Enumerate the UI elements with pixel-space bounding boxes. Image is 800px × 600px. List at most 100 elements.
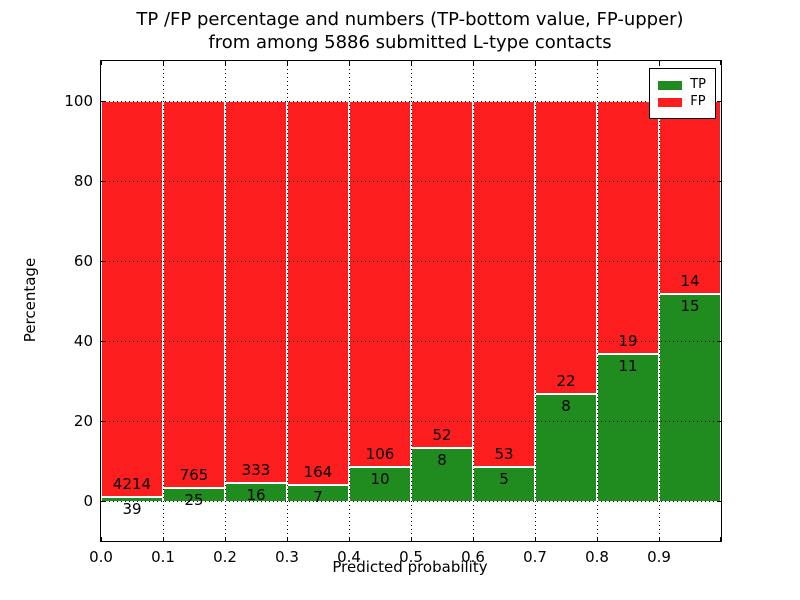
tick-mark [720,61,721,65]
annotation-tp-count: 11 [618,357,638,376]
tick-mark [720,537,721,541]
x-tick-label: 0.6 [461,548,485,566]
tick-mark [101,181,105,182]
grid-line-v [349,61,350,541]
annotation-tp-count: 25 [184,491,204,510]
grid-line-v [411,61,412,541]
tick-mark [101,61,102,65]
tick-mark [287,537,288,541]
annotation-fp-count: 19 [618,332,638,351]
grid-line-v [287,61,288,541]
x-tick-label: 0.8 [585,548,609,566]
annotation-fp-count: 106 [365,444,395,463]
tick-mark [717,101,721,102]
bar-segment-tp [597,354,659,501]
chart-title-line1: TP /FP percentage and numbers (TP-bottom… [136,9,684,30]
tick-mark [101,101,105,102]
y-tick-label: 60 [73,252,93,270]
annotation-fp-count: 52 [432,425,452,444]
chart-title-line2: from among 5886 submitted L-type contact… [208,32,612,53]
tick-mark [717,501,721,502]
tick-mark [101,341,105,342]
legend-item: FP [658,95,706,109]
bar-segment-tp [101,497,163,501]
tick-mark [101,261,105,262]
tick-mark [717,181,721,182]
bar-segment-fp [225,101,287,483]
y-tick-label: 40 [73,332,93,350]
tick-mark [349,61,350,65]
grid-line-v [225,61,226,541]
annotation-tp-count: 16 [246,485,266,504]
tick-mark [717,421,721,422]
bar-segment-fp [163,101,225,489]
bar-segment-fp [411,101,473,448]
tick-mark [473,537,474,541]
legend-swatch-fp [658,97,683,107]
legend-swatch-tp [658,80,683,90]
y-tick-label: 80 [73,172,93,190]
x-tick-label: 0.4 [337,548,361,566]
annotation-fp-count: 14 [680,272,700,291]
annotation-tp-count: 8 [437,450,447,469]
annotation-tp-count: 7 [313,487,323,506]
bar-segment-fp [101,101,163,498]
tick-mark [101,421,105,422]
bar-segment-fp [349,101,411,467]
tick-mark [287,61,288,65]
bar-segment-tp [349,466,411,501]
tick-mark [225,61,226,65]
tick-mark [717,341,721,342]
x-tick-label: 0.9 [647,548,671,566]
chart-title: TP /FP percentage and numbers (TP-bottom… [100,8,720,54]
x-tick-label: 0.2 [213,548,237,566]
y-axis-label: Percentage [21,257,39,343]
annotation-tp-count: 8 [561,397,571,416]
bar-segment-fp [597,101,659,355]
legend: TP FP [649,68,716,119]
bar-segment-tp [535,394,597,501]
tick-mark [163,537,164,541]
tick-mark [225,537,226,541]
tick-mark [411,61,412,65]
bar-segment-fp [659,101,721,295]
annotation-tp-count: 10 [370,469,390,488]
y-tick-label: 100 [64,92,93,110]
tick-mark [349,537,350,541]
bar-segment-fp [473,101,535,467]
tick-mark [163,61,164,65]
tick-mark [473,61,474,65]
tick-mark [101,537,102,541]
plot-area: TP FP 4214 39 765 25 333 16 164 7 106 10 52 8 53 5 22 8 1… [64,60,722,566]
grid-line-v [597,61,598,541]
grid-line-v [473,61,474,541]
grid-line-v [163,61,164,541]
y-tick-label: 20 [73,412,93,430]
annotation-tp-count: 15 [680,297,700,316]
tick-mark [597,537,598,541]
tick-mark [659,537,660,541]
tick-mark [659,61,660,65]
annotation-tp-count: 39 [122,500,142,519]
x-tick-label: 0.1 [151,548,175,566]
tick-mark [535,61,536,65]
x-tick-label: 0.0 [89,548,113,566]
x-tick-label: 0.3 [275,548,299,566]
annotation-fp-count: 53 [494,444,514,463]
bar-segment-fp [287,101,349,485]
legend-item: TP [658,78,706,92]
annotation-fp-count: 4214 [112,475,152,494]
tick-mark [597,61,598,65]
annotation-tp-count: 5 [499,469,509,488]
legend-label: TP [690,77,706,92]
x-tick-label: 0.7 [523,548,547,566]
tick-mark [101,501,105,502]
annotation-fp-count: 765 [179,466,209,485]
bar-segment-tp [411,447,473,501]
tick-mark [411,537,412,541]
bar-segment-tp [473,466,535,501]
tick-mark [535,537,536,541]
grid-line-v [535,61,536,541]
legend-label: FP [690,94,706,109]
